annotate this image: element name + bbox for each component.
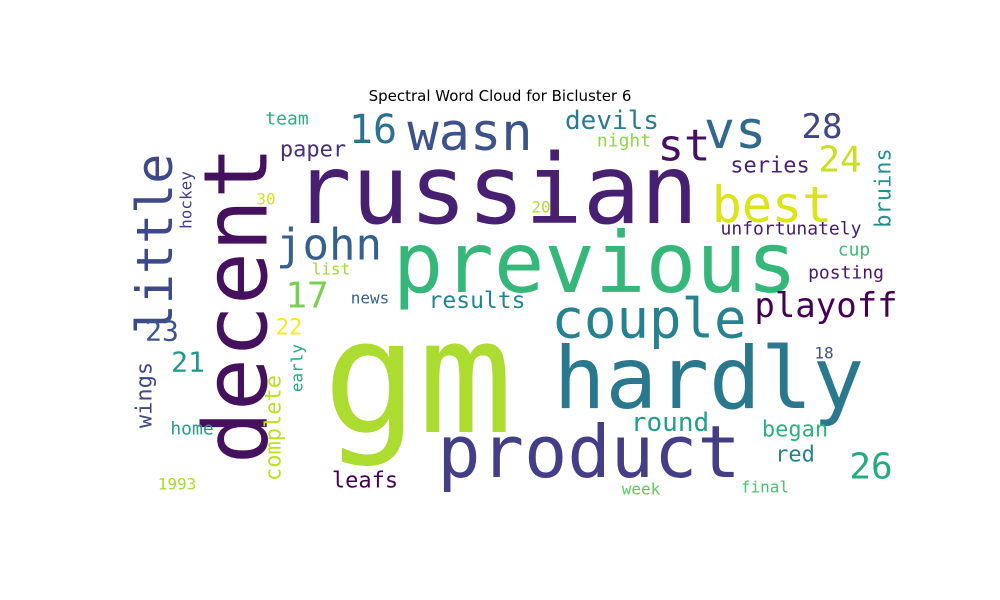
word-28: 28	[802, 107, 843, 147]
word-1993: 1993	[158, 475, 197, 494]
word-night: night	[597, 131, 651, 152]
word-st: st	[658, 121, 711, 172]
word-23: 23	[145, 315, 179, 348]
word-paper: paper	[280, 138, 346, 163]
chart-title: Spectral Word Cloud for Bicluster 6	[368, 87, 632, 105]
word-22: 22	[276, 316, 303, 341]
word-best: best	[712, 176, 832, 234]
word-series: series	[730, 154, 809, 179]
word-gm: gm	[323, 286, 513, 470]
word-week: week	[622, 480, 661, 499]
word-final: final	[741, 478, 789, 497]
word-wings: wings	[133, 362, 158, 428]
word-hockey: hockey	[177, 171, 196, 229]
word-leafs: leafs	[332, 469, 398, 494]
word-russian: russian	[294, 134, 699, 246]
word-cloud-panel	[125, 110, 900, 498]
word-hardly: hardly	[554, 329, 865, 429]
word-26: 26	[849, 447, 892, 488]
word-decent: decent	[185, 146, 288, 464]
word-posting: posting	[808, 263, 884, 284]
word-wasn: wasn	[407, 103, 532, 163]
word-16: 16	[349, 107, 397, 153]
word-early: early	[288, 344, 307, 393]
word-playoff: playoff	[754, 286, 897, 326]
word-20: 20	[531, 198, 550, 217]
word-couple: couple	[551, 288, 746, 351]
word-results: results	[429, 288, 526, 314]
word-24: 24	[818, 140, 861, 181]
word-began: began	[762, 418, 828, 443]
word-complete: complete	[262, 375, 287, 481]
word-team: team	[265, 109, 308, 130]
word-little: little	[126, 154, 184, 335]
word-18: 18	[814, 344, 833, 363]
word-vs: vs	[704, 101, 767, 161]
word-21: 21	[171, 346, 205, 379]
word-home: home	[170, 419, 213, 440]
word-30: 30	[256, 190, 275, 209]
word-red: red	[775, 443, 815, 468]
word-devils: devils	[565, 106, 659, 136]
word-17: 17	[285, 276, 328, 317]
word-round: round	[631, 408, 709, 438]
word-cup: cup	[838, 240, 871, 261]
word-bruins: bruins	[872, 148, 897, 227]
word-news: news	[351, 289, 390, 308]
word-john: john	[276, 220, 382, 271]
word-unfortunately: unfortunately	[721, 219, 862, 240]
word-list: list	[312, 260, 351, 279]
word-product: product	[437, 410, 740, 494]
word-previous: previous	[393, 214, 798, 312]
